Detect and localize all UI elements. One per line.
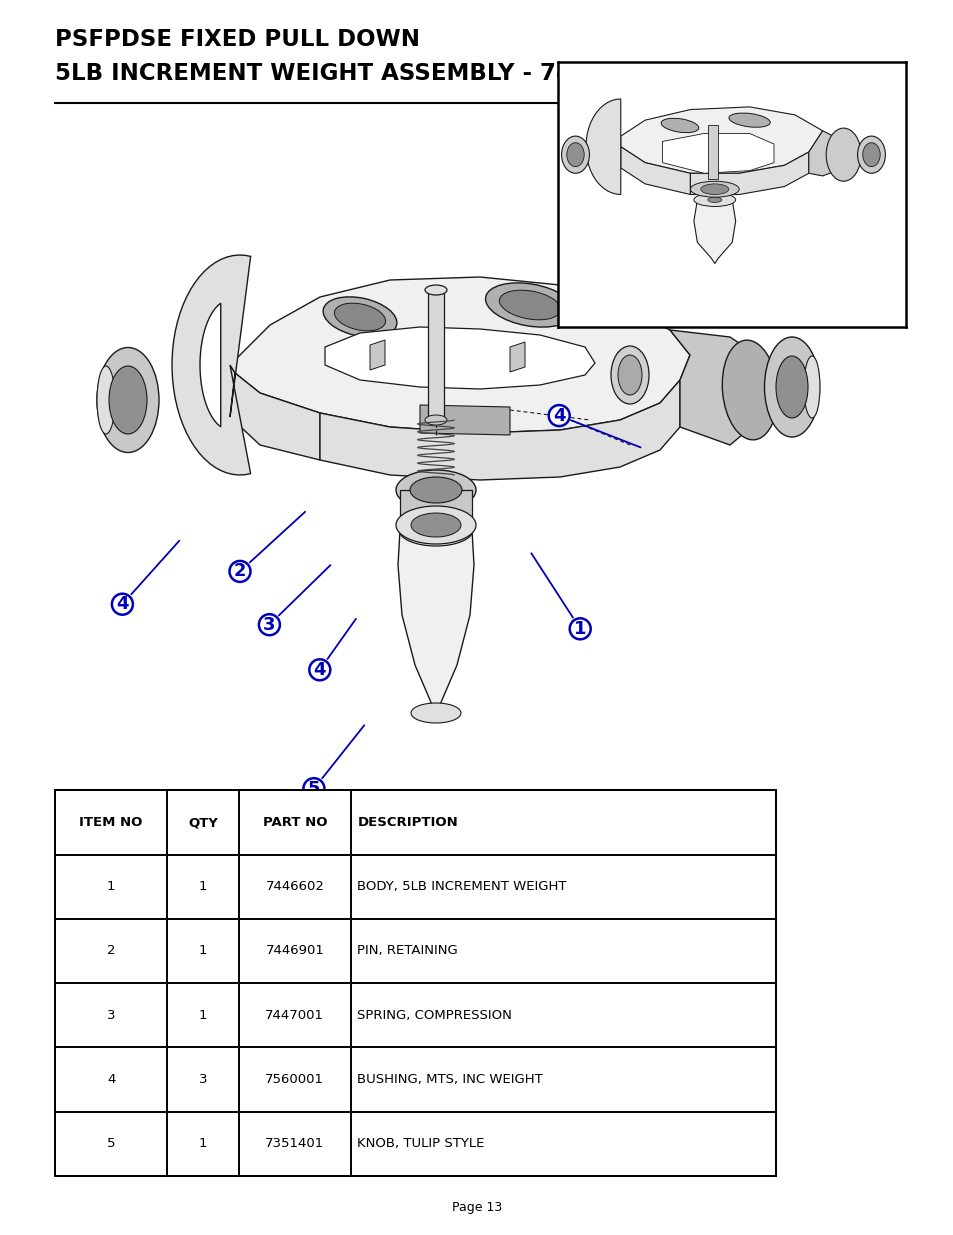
Text: 5: 5 xyxy=(308,779,320,798)
Text: ITEM NO: ITEM NO xyxy=(79,816,143,829)
Text: QTY: QTY xyxy=(188,816,217,829)
Ellipse shape xyxy=(690,182,739,198)
Ellipse shape xyxy=(700,184,728,195)
Ellipse shape xyxy=(721,340,777,440)
Ellipse shape xyxy=(424,285,447,295)
Text: 2: 2 xyxy=(107,945,115,957)
Text: Page 13: Page 13 xyxy=(452,1202,501,1214)
Ellipse shape xyxy=(410,477,461,503)
Polygon shape xyxy=(510,342,524,372)
Text: PIN, RETAINING: PIN, RETAINING xyxy=(357,945,457,957)
Bar xyxy=(707,126,718,179)
Text: 7351401: 7351401 xyxy=(265,1137,324,1150)
Ellipse shape xyxy=(109,366,147,433)
Ellipse shape xyxy=(763,337,819,437)
Polygon shape xyxy=(620,107,821,173)
Text: 4: 4 xyxy=(107,1073,115,1086)
Ellipse shape xyxy=(335,303,385,331)
Text: 1: 1 xyxy=(198,1137,207,1150)
Polygon shape xyxy=(693,200,735,263)
Bar xyxy=(55,790,775,1176)
Ellipse shape xyxy=(421,524,450,536)
Polygon shape xyxy=(319,380,679,480)
Circle shape xyxy=(569,619,590,640)
Polygon shape xyxy=(808,131,842,175)
Text: DESCRIPTION: DESCRIPTION xyxy=(357,816,457,829)
Text: SPRING, COMPRESSION: SPRING, COMPRESSION xyxy=(357,1009,512,1021)
Ellipse shape xyxy=(561,136,589,173)
Text: KNOB, TULIP STYLE: KNOB, TULIP STYLE xyxy=(357,1137,484,1150)
Ellipse shape xyxy=(803,356,820,417)
Text: 2: 2 xyxy=(233,562,246,580)
Polygon shape xyxy=(419,405,510,435)
Polygon shape xyxy=(620,147,690,195)
Circle shape xyxy=(303,778,324,799)
Text: 1: 1 xyxy=(198,945,207,957)
Text: 4: 4 xyxy=(314,661,326,679)
Text: PSFPDSE FIXED PULL DOWN: PSFPDSE FIXED PULL DOWN xyxy=(55,28,419,51)
Polygon shape xyxy=(399,490,472,525)
Ellipse shape xyxy=(97,347,159,452)
Text: 3: 3 xyxy=(263,616,275,634)
Ellipse shape xyxy=(728,114,769,127)
Text: 7447001: 7447001 xyxy=(265,1009,324,1021)
Polygon shape xyxy=(370,340,385,370)
Polygon shape xyxy=(172,254,251,475)
Text: 1: 1 xyxy=(574,620,586,637)
Circle shape xyxy=(258,614,279,635)
Ellipse shape xyxy=(485,283,574,327)
Ellipse shape xyxy=(660,119,698,132)
Ellipse shape xyxy=(825,128,861,182)
Ellipse shape xyxy=(693,193,735,206)
Text: 4: 4 xyxy=(116,595,129,614)
Ellipse shape xyxy=(862,143,880,167)
Polygon shape xyxy=(397,530,474,715)
Ellipse shape xyxy=(395,471,476,510)
Ellipse shape xyxy=(610,346,648,404)
Text: 1: 1 xyxy=(107,881,115,893)
Polygon shape xyxy=(230,366,319,459)
Circle shape xyxy=(112,594,132,615)
Ellipse shape xyxy=(566,143,583,167)
Polygon shape xyxy=(690,152,808,195)
Text: 3: 3 xyxy=(107,1009,115,1021)
Ellipse shape xyxy=(323,296,396,337)
Text: PART NO: PART NO xyxy=(262,816,327,829)
Ellipse shape xyxy=(398,514,473,546)
Circle shape xyxy=(309,659,330,680)
Text: 7446602: 7446602 xyxy=(265,881,324,893)
Circle shape xyxy=(548,405,569,426)
Text: 7560001: 7560001 xyxy=(265,1073,324,1086)
Text: 7446901: 7446901 xyxy=(265,945,324,957)
Ellipse shape xyxy=(97,366,115,433)
Polygon shape xyxy=(669,330,769,445)
Circle shape xyxy=(230,561,251,582)
Polygon shape xyxy=(325,327,595,389)
Ellipse shape xyxy=(395,506,476,543)
Ellipse shape xyxy=(707,198,721,203)
Polygon shape xyxy=(661,133,773,173)
Text: 5: 5 xyxy=(107,1137,115,1150)
Ellipse shape xyxy=(411,703,460,722)
Text: 4: 4 xyxy=(553,406,565,425)
Polygon shape xyxy=(585,99,620,195)
Text: 1: 1 xyxy=(198,881,207,893)
Text: BUSHING, MTS, INC WEIGHT: BUSHING, MTS, INC WEIGHT xyxy=(357,1073,542,1086)
Text: 1: 1 xyxy=(198,1009,207,1021)
Ellipse shape xyxy=(411,513,460,537)
Text: BODY, 5LB INCREMENT WEIGHT: BODY, 5LB INCREMENT WEIGHT xyxy=(357,881,566,893)
Ellipse shape xyxy=(618,354,641,395)
Ellipse shape xyxy=(775,356,807,417)
Bar xyxy=(428,290,443,420)
Ellipse shape xyxy=(424,415,447,425)
Text: 3: 3 xyxy=(198,1073,207,1086)
Ellipse shape xyxy=(498,290,560,320)
Polygon shape xyxy=(200,303,220,427)
Ellipse shape xyxy=(857,136,884,173)
Text: 5LB INCREMENT WEIGHT ASSEMBLY - 7446501: 5LB INCREMENT WEIGHT ASSEMBLY - 7446501 xyxy=(55,62,651,85)
Polygon shape xyxy=(230,277,689,433)
